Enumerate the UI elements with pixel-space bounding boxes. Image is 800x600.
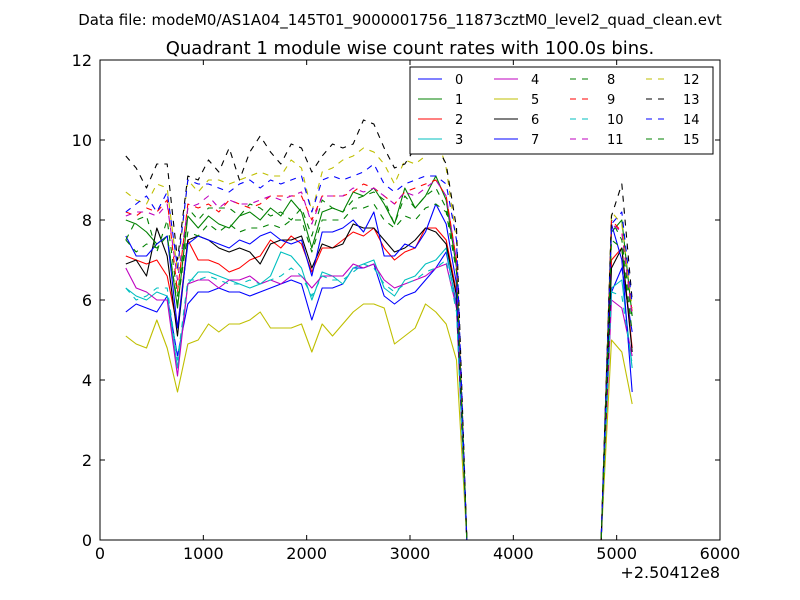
y-tick-label: 4: [82, 371, 92, 390]
x-tick-label: 2000: [286, 544, 327, 563]
series-line-0: [125, 251, 633, 541]
legend-label-15: 15: [683, 133, 700, 148]
y-tick-label: 0: [82, 531, 92, 550]
x-tick-label: 1000: [183, 544, 224, 563]
legend-label-4: 4: [531, 73, 539, 88]
legend-label-0: 0: [455, 73, 463, 88]
y-tick-label: 2: [82, 451, 92, 470]
series-line-15: [125, 203, 633, 541]
y-tick-label: 12: [72, 51, 92, 70]
legend-label-3: 3: [455, 133, 463, 148]
series-line-1: [125, 175, 633, 541]
series-line-14: [125, 163, 633, 541]
series-line-8: [125, 187, 633, 541]
legend-label-6: 6: [531, 113, 539, 128]
legend-label-2: 2: [455, 113, 463, 128]
legend-label-9: 9: [607, 93, 615, 108]
series-line-10: [125, 259, 633, 541]
legend-label-11: 11: [607, 133, 624, 148]
legend-label-1: 1: [455, 93, 463, 108]
plot-frame: [99, 59, 721, 541]
x-offset-text: +2.50412e8: [620, 563, 720, 582]
series-line-4: [125, 263, 633, 541]
x-tick-label: 0: [95, 544, 105, 563]
legend-label-7: 7: [531, 133, 539, 148]
series-line-5: [125, 303, 633, 541]
y-tick-label: 10: [72, 131, 92, 150]
plot-area: [125, 119, 633, 541]
series-line-13: [125, 119, 633, 541]
series-line-7: [125, 203, 633, 541]
legend-label-8: 8: [607, 73, 615, 88]
y-tick-label: 6: [82, 291, 92, 310]
legend-label-14: 14: [683, 113, 700, 128]
legend-label-10: 10: [607, 113, 624, 128]
series-line-12: [125, 131, 633, 541]
chart-title: Quadrant 1 module wise count rates with …: [166, 38, 655, 59]
x-tick-label: 3000: [390, 544, 431, 563]
x-tick-label: 4000: [493, 544, 534, 563]
x-tick-label: 6000: [700, 544, 741, 563]
legend-label-12: 12: [683, 73, 700, 88]
y-tick-label: 8: [82, 211, 92, 230]
legend-label-13: 13: [683, 93, 700, 108]
legend-label-5: 5: [531, 93, 539, 108]
chart-suptitle: Data file: modeM0/AS1A04_145T01_90000017…: [78, 11, 722, 30]
x-tick-label: 5000: [596, 544, 637, 563]
